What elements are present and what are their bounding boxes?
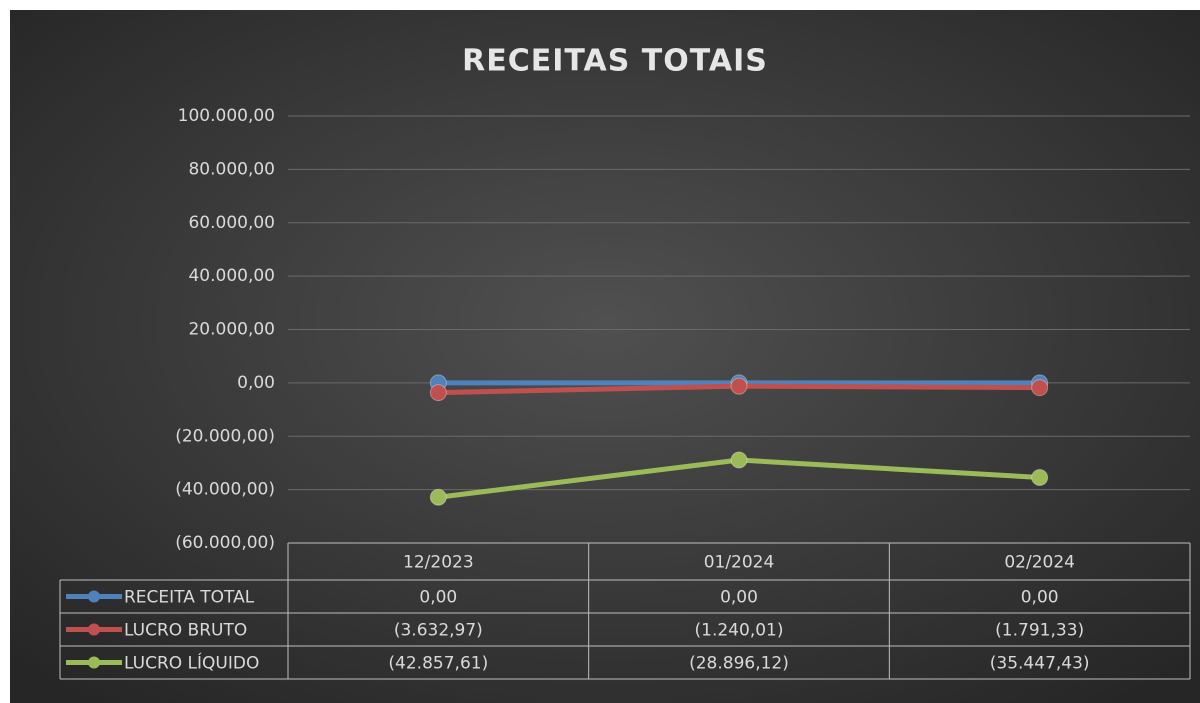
table-value: (1.791,33) [995, 621, 1084, 641]
chart-background [10, 10, 1200, 703]
legend-label: LUCRO LÍQUIDO [124, 652, 259, 674]
series-marker [730, 451, 748, 469]
series-marker [1031, 379, 1049, 397]
y-tick-label: 80.000,00 [188, 159, 275, 179]
y-tick-label: (20.000,00) [175, 426, 275, 446]
table-value: (28.896,12) [689, 654, 789, 674]
chart-title: RECEITAS TOTAIS [462, 44, 768, 79]
y-tick-label: 20.000,00 [188, 320, 275, 340]
legend-key [88, 590, 100, 603]
series-marker [429, 384, 447, 402]
series-marker [429, 488, 447, 506]
y-tick-label: 100.000,00 [178, 106, 275, 126]
series-marker [730, 377, 748, 395]
table-value: (3.632,97) [394, 621, 483, 641]
x-tick-label: 01/2024 [704, 553, 775, 573]
table-value: (42.857,61) [388, 654, 488, 674]
legend-key [88, 656, 100, 669]
x-tick-label: 12/2023 [403, 553, 474, 573]
y-tick-label: 0,00 [237, 373, 275, 393]
table-value: 0,00 [720, 588, 758, 608]
y-tick-label: (40.000,00) [175, 480, 275, 500]
x-tick-label: 02/2024 [1004, 553, 1075, 573]
table-value: (35.447,43) [990, 654, 1090, 674]
y-tick-label: 40.000,00 [188, 266, 275, 286]
y-tick-label: 60.000,00 [188, 213, 275, 233]
series-marker [1031, 468, 1049, 486]
legend-label: RECEITA TOTAL [124, 588, 255, 608]
table-value: (1.240,01) [695, 621, 784, 641]
legend-label: LUCRO BRUTO [124, 621, 247, 641]
y-tick-label: (60.000,00) [175, 533, 275, 553]
table-value: 0,00 [419, 588, 457, 608]
table-value: 0,00 [1021, 588, 1059, 608]
legend-key [88, 623, 100, 636]
